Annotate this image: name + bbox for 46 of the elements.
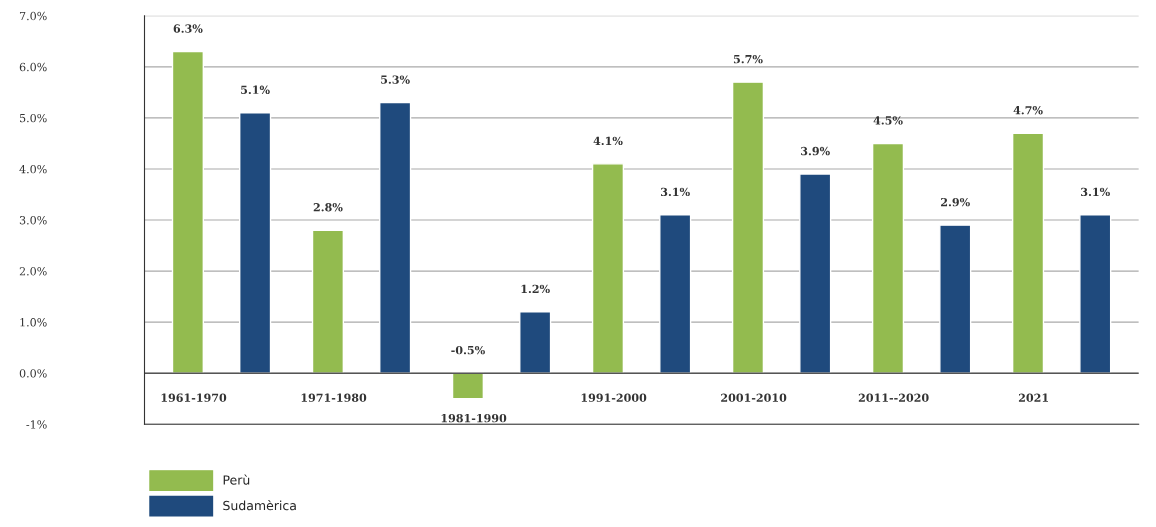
y-tick-label: 0.0% [19, 369, 47, 378]
x-tick-label: 2011--2020 [858, 393, 929, 402]
bar [731, 81, 765, 374]
bar [591, 163, 625, 374]
data-label: 6.3% [173, 24, 203, 33]
legend-label: Sudamèrica [223, 500, 296, 511]
y-tick-label: 2.0% [19, 267, 47, 276]
bar [871, 142, 905, 374]
y-tick-label: 5.0% [19, 113, 47, 123]
bar [799, 173, 832, 374]
y-tick-label: 1.0% [20, 318, 47, 327]
data-label: 4.1% [593, 136, 623, 146]
y-tick-label: 4.0% [19, 164, 47, 174]
bar [311, 229, 345, 374]
data-label: 1.2% [521, 284, 550, 294]
bar [1079, 214, 1112, 374]
data-label: 3.1% [1081, 187, 1110, 197]
data-label: 2.9% [941, 197, 970, 207]
y-tick-label: -1% [26, 420, 47, 429]
data-label: -0.5% [451, 345, 485, 355]
data-label: 3.1% [661, 187, 690, 197]
x-tick-label: 1991-2000 [581, 393, 647, 402]
bar [239, 112, 272, 374]
data-label: 2.8% [313, 203, 343, 212]
x-tick-label: 1981-1990 [441, 413, 507, 423]
bar [451, 372, 485, 400]
data-label: 3.9% [801, 146, 830, 156]
data-label: 4.7% [1013, 106, 1043, 115]
y-tick-label: 6.0% [19, 62, 47, 72]
data-label: 5.7% [733, 54, 763, 64]
bar [939, 224, 972, 374]
bar [519, 311, 552, 374]
x-tick-label: 1961-1970 [161, 393, 227, 402]
bar [171, 50, 205, 374]
bar [379, 101, 412, 374]
y-tick-label: 7.0% [19, 11, 47, 21]
bar [659, 214, 692, 374]
x-tick-label: 2001-2010 [721, 393, 787, 402]
legend-label: Perù [223, 474, 250, 485]
y-tick-label: 3.0% [19, 216, 47, 225]
data-label: 5.1% [241, 85, 270, 94]
data-label: 5.3% [381, 75, 410, 84]
x-tick-label: 2021 [1018, 393, 1048, 402]
data-label: 4.5% [873, 116, 903, 125]
x-tick-label: 1971-1980 [301, 393, 367, 402]
bar [1011, 132, 1045, 374]
